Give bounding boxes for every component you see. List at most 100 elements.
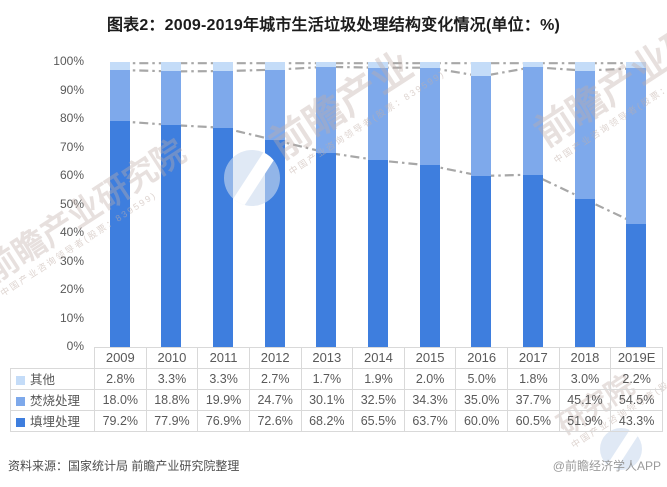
- bar-segment-其他-2009: [109, 62, 130, 70]
- table-cell: 2.8%: [94, 367, 147, 390]
- table-cell: 3.3%: [197, 367, 250, 390]
- bar-segment-其他-2012: [264, 62, 285, 70]
- bar-segment-填埋处理-2016: [471, 176, 492, 347]
- bar-segment-焚烧处理-2016: [471, 76, 492, 176]
- source-note: 资料来源：国家统计局 前瞻产业研究院整理: [8, 459, 240, 473]
- bar-segment-其他-2013: [316, 62, 337, 67]
- bar-segment-其他-2014: [368, 62, 388, 68]
- bar-2018: [574, 62, 595, 347]
- table-row: 焚烧处理 18.0% 18.8% 19.9% 24.7% 30.1% 32.5% 34.3% 3…: [10, 388, 663, 411]
- bar-segment-填埋处理-2017: [522, 174, 543, 347]
- table-cell: 65.5%: [352, 409, 405, 432]
- bar-segment-焚烧处理-2013: [316, 66, 337, 153]
- bar-segment-填埋处理-2012: [264, 140, 285, 347]
- table-cell: 24.7%: [248, 388, 302, 411]
- table-cell: 37.7%: [507, 388, 560, 411]
- table-cell: 43.3%: [610, 409, 663, 432]
- y-tick-label: 10%: [59, 310, 84, 325]
- bar-segment-其他-2018: [574, 62, 595, 71]
- table-corner-cell: [11, 348, 95, 369]
- table-cell: 60.5%: [507, 409, 560, 432]
- table-cell: 30.1%: [300, 388, 354, 411]
- bar-segment-填埋处理-2015: [419, 165, 440, 347]
- legend-label: 其他: [30, 373, 56, 387]
- bar-2015: [419, 62, 440, 347]
- y-tick-label: 0%: [66, 339, 84, 353]
- table-cell: 3.3%: [145, 367, 199, 390]
- bar-2011: [213, 62, 234, 347]
- table-cell: 18.8%: [145, 388, 199, 411]
- bar-2010: [161, 62, 182, 347]
- legend-swatch-icon: [16, 397, 25, 406]
- column-header-year: 2012: [248, 347, 302, 369]
- table-cell: 72.6%: [248, 409, 302, 432]
- bar-segment-其他-2016: [471, 62, 492, 77]
- bar-segment-焚烧处理-2014: [368, 67, 388, 161]
- table-cell: 60.0%: [455, 409, 508, 432]
- legend-cell: 其他: [10, 367, 95, 390]
- table-cell: 5.0%: [455, 367, 508, 390]
- bar-2013: [316, 62, 337, 347]
- legend-swatch-icon: [16, 418, 25, 427]
- table-cell: 32.5%: [352, 388, 405, 411]
- bar-segment-焚烧处理-2018: [574, 70, 595, 200]
- bar-2009: [109, 62, 130, 347]
- y-tick-label: 40%: [59, 225, 84, 239]
- table-cell: 76.9%: [197, 409, 250, 432]
- legend-cell: 焚烧处理: [10, 388, 95, 411]
- column-header-year: 2013: [300, 347, 354, 369]
- column-header-year: 2016: [455, 347, 508, 369]
- legend-label: 填埋处理: [30, 415, 81, 429]
- bar-segment-其他-2017: [522, 62, 543, 68]
- column-header-year: 2019E: [610, 347, 663, 369]
- column-header-year: 2017: [507, 347, 560, 369]
- y-tick-label: 60%: [59, 168, 84, 182]
- table-cell: 1.9%: [352, 367, 405, 390]
- table-cell: 2.7%: [248, 367, 302, 390]
- bar-2019E: [626, 62, 647, 347]
- table-cell: 79.2%: [94, 409, 147, 432]
- bar-segment-焚烧处理-2009: [109, 69, 130, 122]
- table-cell: 51.9%: [558, 409, 612, 432]
- bar-segment-填埋处理-2010: [161, 125, 182, 347]
- legend-label: 焚烧处理: [30, 394, 81, 408]
- column-header-year: 2014: [352, 347, 405, 369]
- bar-2014: [368, 62, 388, 347]
- table-cell: 2.0%: [403, 367, 457, 390]
- y-tick-label: 80%: [59, 111, 84, 125]
- table-cell: 34.3%: [403, 388, 457, 411]
- y-tick-label: 70%: [59, 139, 84, 154]
- table-cell: 45.1%: [558, 388, 612, 411]
- table-cell: 35.0%: [455, 388, 508, 411]
- table-cell: 77.9%: [145, 409, 199, 432]
- bar-segment-焚烧处理-2017: [522, 67, 543, 175]
- y-tick-label: 90%: [59, 82, 84, 97]
- y-tick-label: 100%: [53, 54, 84, 68]
- y-tick-label: 20%: [59, 282, 84, 296]
- column-header-year: 2011: [197, 347, 250, 369]
- bar-segment-焚烧处理-2015: [419, 67, 440, 166]
- y-tick-label: 30%: [59, 253, 84, 268]
- bar-segment-填埋处理-2009: [109, 121, 130, 347]
- table-row: 其他 2.8% 3.3% 3.3% 2.7% 1.7% 1.9% 2.0% 5.0% 1.8% 3.…: [10, 367, 663, 390]
- legend-swatch-icon: [16, 376, 25, 385]
- bar-segment-焚烧处理-2019E: [626, 68, 647, 224]
- bar-segment-其他-2015: [419, 62, 440, 68]
- bar-segment-焚烧处理-2011: [213, 71, 234, 129]
- credit-note: @前瞻经济学人APP: [552, 459, 661, 473]
- chart-title: 图表2：2009-2019年城市生活垃圾处理结构变化情况(单位：%): [106, 17, 561, 34]
- legend-cell: 填埋处理: [10, 409, 95, 432]
- bar-segment-填埋处理-2019E: [626, 223, 647, 347]
- bar-segment-填埋处理-2011: [213, 128, 234, 347]
- table-cell: 63.7%: [403, 409, 457, 432]
- bar-segment-焚烧处理-2010: [161, 71, 182, 125]
- table-row-years: 2009 2010 2011 2012 2013 2014 2015 2016 2017 2018…: [11, 347, 663, 369]
- table-cell: 2.2%: [610, 367, 663, 390]
- bar-segment-其他-2010: [161, 62, 182, 72]
- table-cell: 1.7%: [300, 367, 354, 390]
- bar-segment-其他-2019E: [626, 62, 647, 69]
- column-header-year: 2015: [403, 347, 457, 369]
- table-cell: 54.5%: [610, 388, 663, 411]
- bar-segment-填埋处理-2018: [574, 199, 595, 347]
